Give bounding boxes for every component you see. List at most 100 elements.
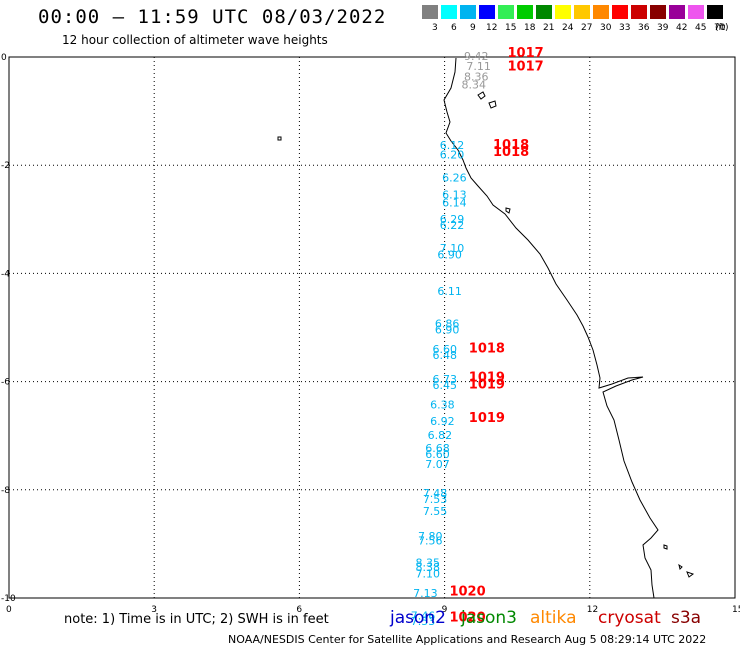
wave-height-label: 7.53: [423, 493, 448, 506]
pressure-label: 1019: [469, 411, 505, 426]
wave-height-label: 7.10: [416, 567, 441, 580]
scale-swatch: [707, 5, 723, 19]
pressure-label: 1020: [449, 584, 485, 599]
satellite-label: s3a: [671, 608, 702, 628]
x-tick-label: 6: [296, 605, 302, 615]
island-north: [477, 91, 486, 100]
scale-swatch: [479, 5, 495, 19]
wave-height-label: 6.90: [437, 248, 462, 261]
x-tick-label: 12: [587, 605, 598, 615]
wave-height-label: 6.11: [437, 285, 462, 298]
scale-swatch: [688, 5, 704, 19]
island-south-2: [678, 563, 683, 570]
scale-swatch: [574, 5, 590, 19]
wave-height-labels: 9.427.118.368.34 6.126.20 6.26 6.136.14 6.29…: [411, 46, 544, 628]
wave-height-label: 8.38: [416, 561, 441, 574]
y-tick-label: 0: [1, 53, 7, 63]
wave-height-label: 6.12: [440, 139, 465, 152]
wave-height-label: 6.86: [435, 318, 460, 331]
y-tick-label: -8: [1, 486, 10, 496]
wave-height-label: 7.53: [411, 615, 436, 628]
wave-height-label: 6.60: [425, 448, 450, 461]
pressure-label: 1017: [508, 60, 544, 75]
scale-unit: (ft): [715, 23, 729, 33]
credit-line: NOAA/NESDIS Center for Satellite Applica…: [228, 633, 707, 646]
wave-height-label: 6.90: [435, 323, 460, 336]
plot-frame: [8, 56, 736, 599]
wave-height-label: 6.14: [442, 196, 467, 209]
pressure-label: 1019: [469, 371, 505, 386]
scale-swatch: [650, 5, 666, 19]
wave-height-label: 8.34: [462, 78, 487, 91]
wave-height-label: 6.60: [433, 343, 458, 356]
wave-height-label: 7.07: [425, 458, 450, 471]
pressure-label: 1018: [469, 341, 505, 356]
scale-label: 33: [619, 23, 631, 33]
wave-height-label: 6.48: [433, 349, 458, 362]
x-tick-label: 0: [6, 605, 12, 615]
scale-label: 42: [676, 23, 688, 33]
scale-swatch: [669, 5, 685, 19]
scale-swatch: [517, 5, 533, 19]
wave-height-label: 7.55: [423, 505, 448, 518]
pressure-label: 1017: [508, 46, 544, 61]
island-cove: [505, 207, 511, 214]
pressure-label: 1018: [493, 145, 529, 160]
wave-height-label: 6.13: [442, 189, 467, 202]
satellite-label: cryosat: [598, 608, 661, 628]
scale-label: 6: [451, 23, 457, 33]
grid-lines: [9, 57, 735, 598]
wave-height-label: 6.38: [430, 399, 455, 412]
wave-height-label: 7.11: [466, 60, 491, 73]
scale-label: 27: [581, 23, 593, 33]
wave-height-label: 6.92: [430, 415, 455, 428]
chart-title: 00:00 – 11:59 UTC 08/03/2022: [38, 6, 387, 28]
scale-label: 30: [600, 23, 612, 33]
axis-labels: 0 3 6 9 12 15 0 -2 -4 -6 -8 -10: [1, 53, 740, 615]
pressure-label: 1020: [449, 610, 485, 625]
wave-height-label: 6.29: [440, 213, 465, 226]
scale-label: 3: [432, 23, 438, 33]
wave-height-label: 8.36: [464, 70, 489, 83]
wave-height-label: 6.73: [433, 373, 458, 386]
islands: [277, 91, 695, 578]
scale-swatch: [460, 5, 476, 19]
x-tick-label: 3: [151, 605, 157, 615]
coastline: [443, 57, 659, 599]
island-south-3: [686, 571, 695, 578]
scale-label: 12: [486, 23, 498, 33]
y-tick-label: -10: [1, 594, 16, 604]
island-bay: [488, 100, 497, 109]
scale-label: 39: [657, 23, 669, 33]
wave-height-label: 6.26: [442, 171, 467, 184]
satellite-label: jason2: [390, 608, 446, 628]
wave-height-label: 9.42: [464, 50, 489, 63]
y-tick-label: -4: [1, 269, 10, 279]
wave-height-label: 7.46: [411, 610, 436, 623]
wave-height-label: 6.68: [425, 442, 450, 455]
wave-height-label: 7.10: [440, 242, 465, 255]
scale-swatch: [593, 5, 609, 19]
wave-height-label: 6.22: [440, 219, 465, 232]
island-south-1: [663, 544, 668, 550]
wave-height-label: 7.56: [418, 534, 443, 547]
scale-label: 21: [543, 23, 555, 33]
scale-label: 18: [524, 23, 536, 33]
scale-swatch: [612, 5, 628, 19]
wave-height-label: 7.13: [413, 587, 438, 600]
x-tick-label: 9: [442, 605, 448, 615]
scale-label: 36: [638, 23, 650, 33]
scale-swatch: [536, 5, 552, 19]
pressure-label: 1019: [469, 378, 505, 393]
scale-label: 70: [714, 23, 726, 33]
scale-swatch: [441, 5, 457, 19]
wave-height-label: 7.48: [423, 487, 448, 500]
scale-swatch: [631, 5, 647, 19]
scale-label: 15: [505, 23, 517, 33]
wave-height-label: 6.45: [433, 379, 458, 392]
x-tick-label: 15: [732, 605, 740, 615]
pressure-label: 1018: [493, 138, 529, 153]
scale-swatch: [498, 5, 514, 19]
satellite-label: jason3: [461, 608, 517, 628]
